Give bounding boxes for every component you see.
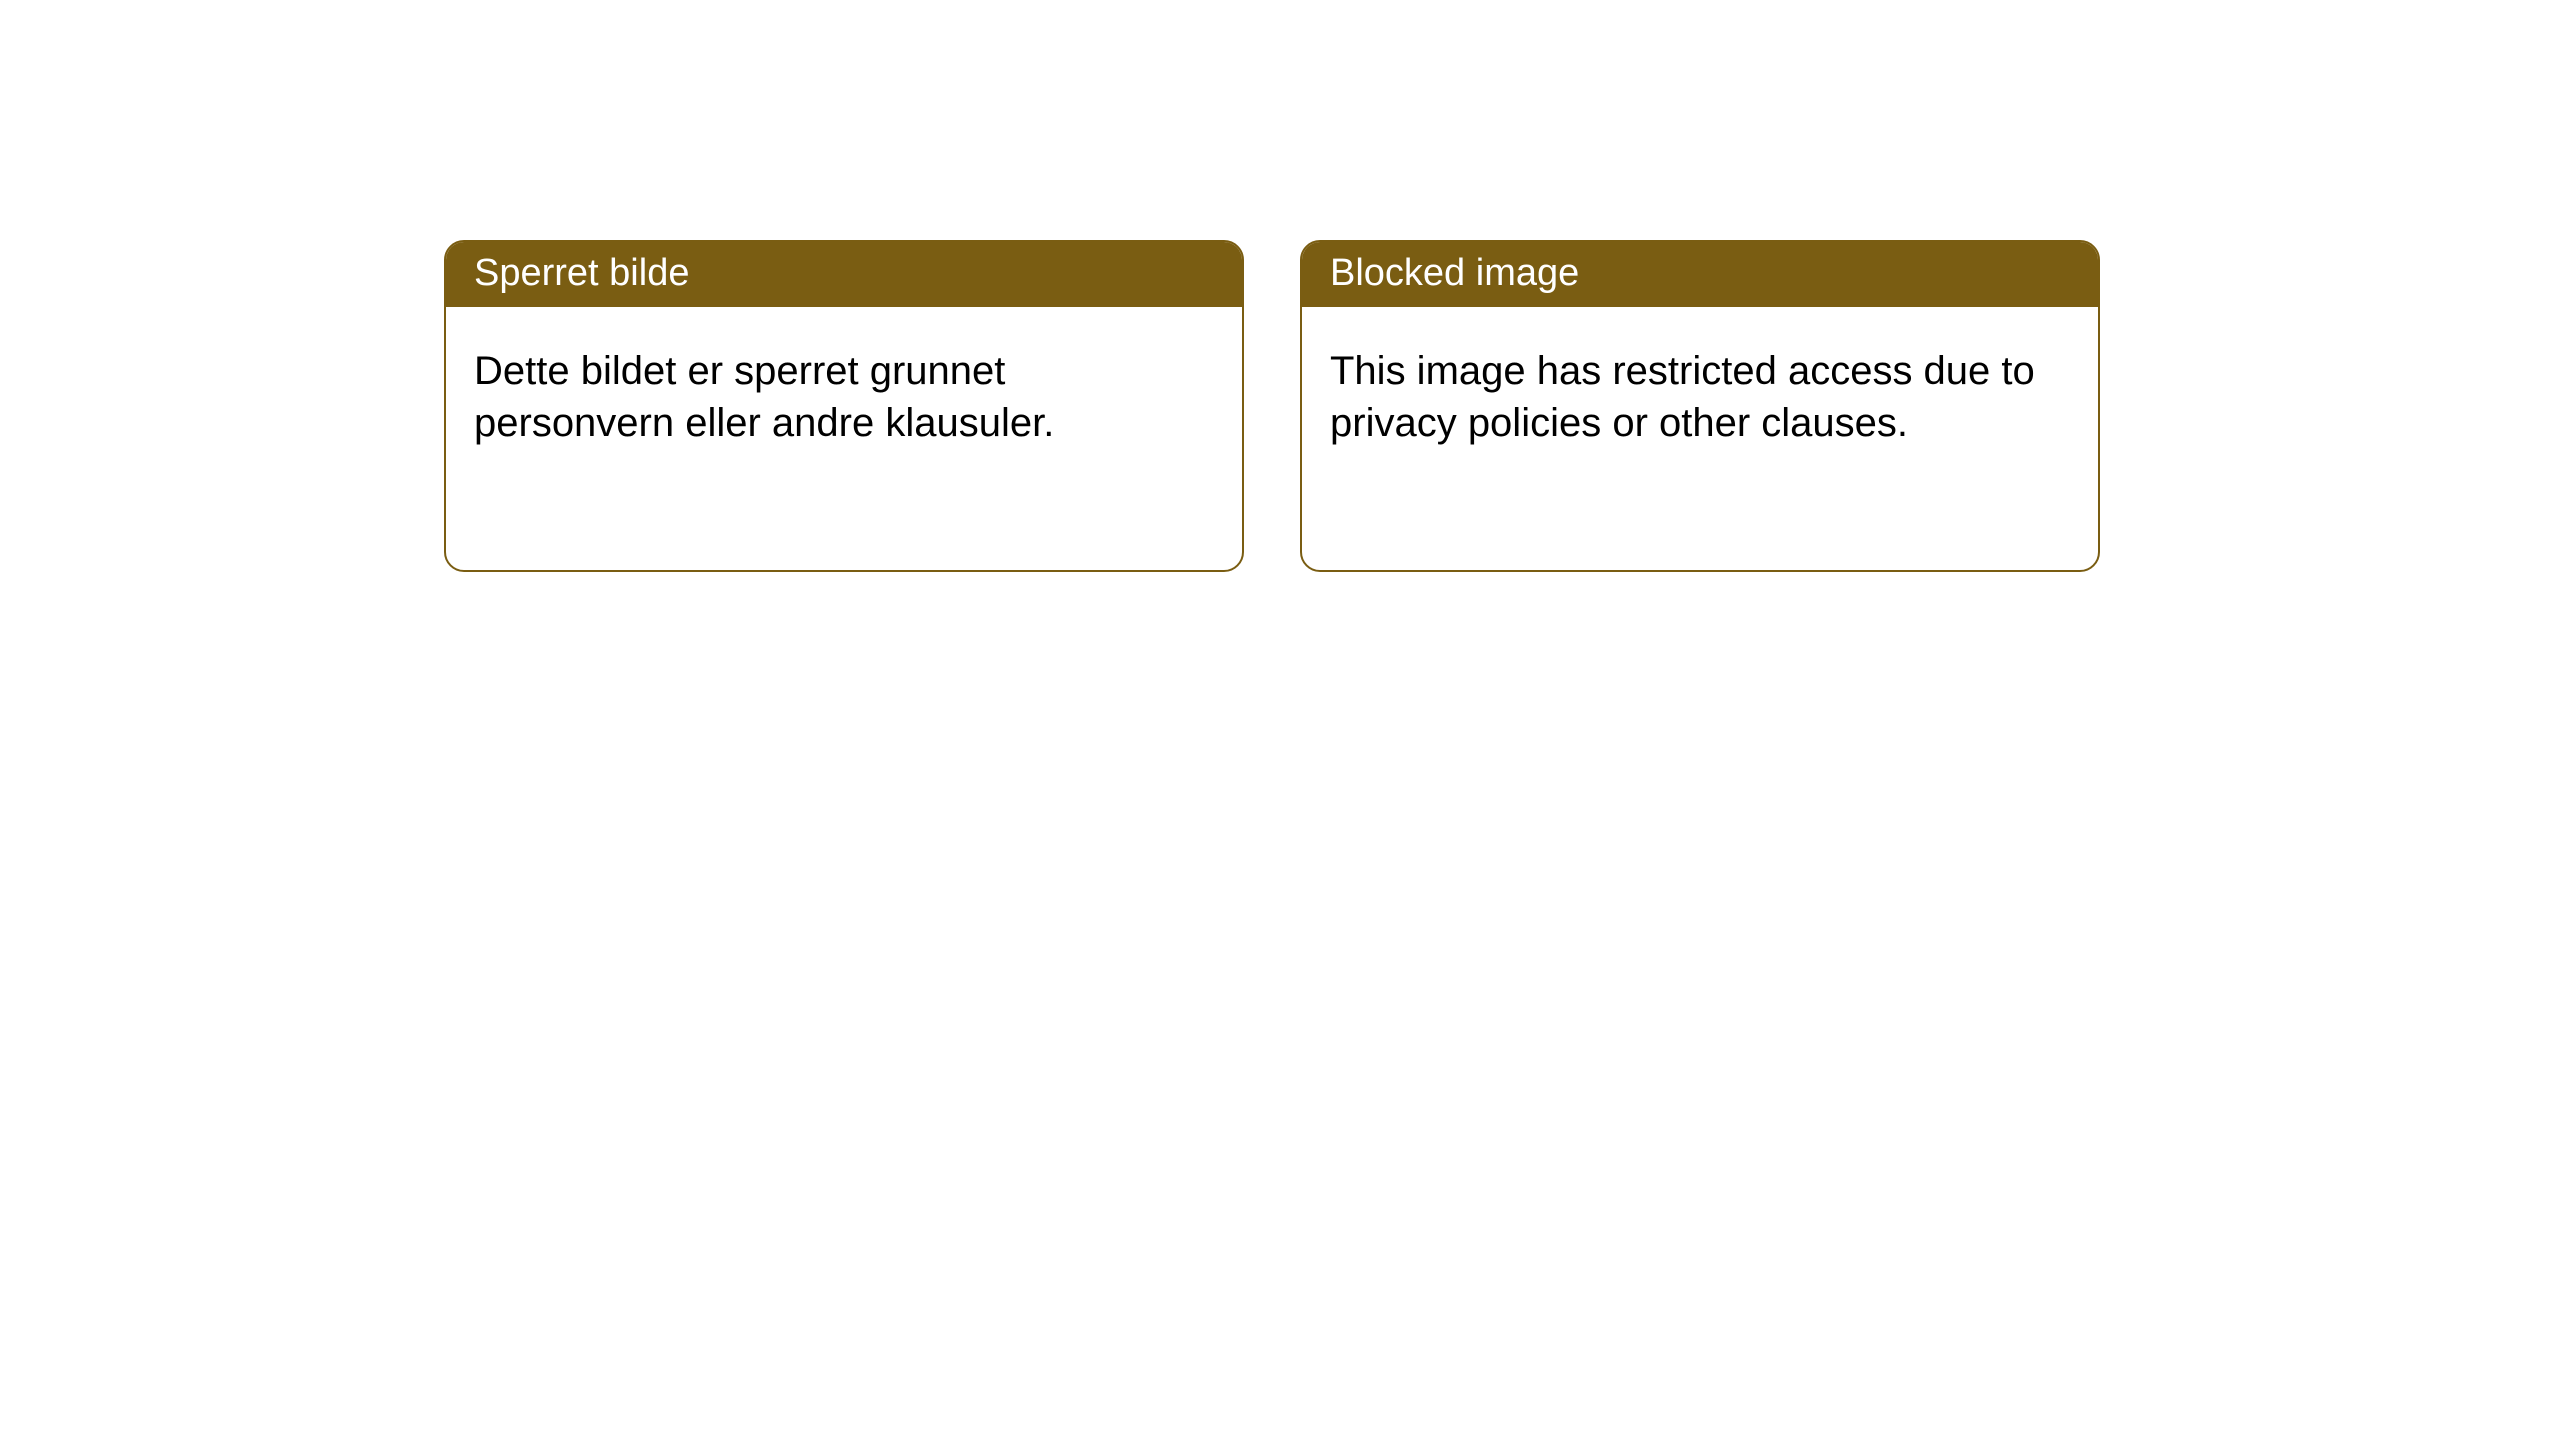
notice-card-header: Blocked image xyxy=(1302,242,2098,307)
notice-card-body: Dette bildet er sperret grunnet personve… xyxy=(446,307,1242,469)
notice-card-norwegian: Sperret bilde Dette bildet er sperret gr… xyxy=(444,240,1244,572)
notice-card-container: Sperret bilde Dette bildet er sperret gr… xyxy=(444,240,2560,572)
notice-card-english: Blocked image This image has restricted … xyxy=(1300,240,2100,572)
notice-card-body: This image has restricted access due to … xyxy=(1302,307,2098,469)
notice-card-header: Sperret bilde xyxy=(446,242,1242,307)
